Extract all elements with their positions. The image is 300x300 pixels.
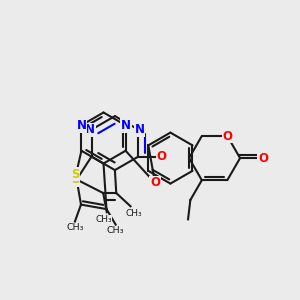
Text: CH₃: CH₃	[107, 226, 124, 235]
Text: N: N	[76, 119, 86, 132]
Text: O: O	[156, 150, 166, 163]
Text: CH₃: CH₃	[95, 215, 112, 224]
Text: CH₃: CH₃	[125, 209, 142, 218]
Text: O: O	[150, 176, 160, 190]
Text: O: O	[222, 130, 232, 142]
Text: N: N	[121, 119, 130, 132]
Text: S: S	[71, 167, 80, 181]
Text: CH₃: CH₃	[66, 223, 84, 232]
Text: O: O	[258, 152, 268, 165]
Text: S: S	[71, 173, 80, 186]
Text: N: N	[135, 123, 145, 136]
Text: N: N	[85, 123, 95, 136]
